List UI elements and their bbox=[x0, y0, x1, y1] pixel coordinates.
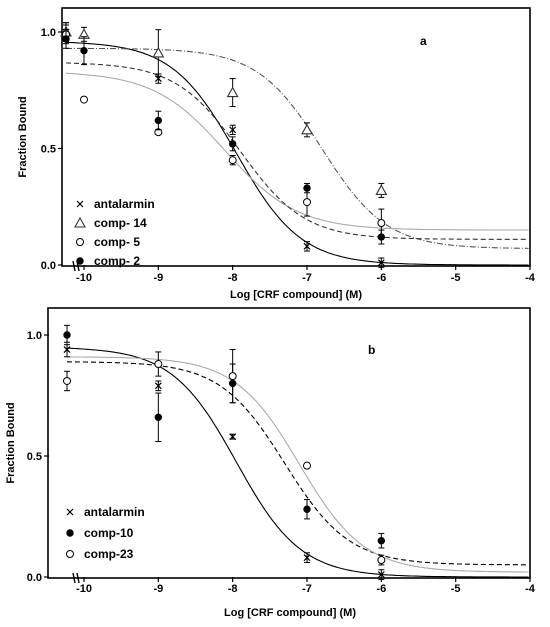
panel-b-legend-label-0: antalarmin bbox=[84, 505, 145, 519]
panel-a-legend-label-0: antalarmin bbox=[94, 197, 155, 211]
panel-b-legend-marker-1 bbox=[66, 529, 74, 537]
panel-b-xtick-label-3: -7 bbox=[302, 583, 312, 595]
panel-a-point-2-5 bbox=[377, 219, 386, 228]
panel-b-label: b bbox=[368, 343, 375, 357]
panel-a-point-1-3 bbox=[226, 86, 239, 98]
panel-a-point-3-2 bbox=[154, 116, 163, 125]
panel-b-ytick-label-0: 0.0 bbox=[27, 572, 42, 584]
panel-a-legend-marker-0 bbox=[76, 200, 84, 208]
panel-a-fit-2 bbox=[66, 72, 529, 231]
panel-b-legend-marker-2 bbox=[66, 550, 74, 558]
panel-b: b Log [CRF compound] (M) Fraction Bound … bbox=[5, 307, 536, 619]
panel-a-ytick-label-0: 0.0 bbox=[41, 260, 56, 272]
panel-a-ytick-label-1: 0.5 bbox=[41, 144, 56, 156]
panel-a-point-3-0 bbox=[62, 35, 70, 43]
panel-a-legend-label-2: comp- 5 bbox=[94, 235, 140, 249]
panel-a-legend-label-1: comp- 14 bbox=[94, 216, 147, 230]
panel-a-legend-marker-2 bbox=[76, 238, 84, 246]
panel-a-axis-break-1 bbox=[72, 260, 76, 272]
panel-b-axis-break-2 bbox=[76, 572, 80, 584]
panel-b-point-0-4 bbox=[377, 571, 385, 579]
panel-b-point-2-0 bbox=[63, 376, 71, 385]
panel-a-legend-label-3: comp- 2 bbox=[94, 254, 140, 268]
panel-a-fit-1 bbox=[66, 47, 529, 249]
panel-a-point-1-5 bbox=[375, 184, 388, 195]
panel-a-point-2-3 bbox=[228, 156, 237, 165]
panel-a-label: a bbox=[420, 34, 427, 48]
panel-a-legend-marker-3 bbox=[76, 257, 84, 265]
panel-b-axis-break-1 bbox=[72, 572, 76, 584]
panel-b-point-0-3 bbox=[303, 554, 311, 562]
panel-b-curves bbox=[66, 347, 529, 578]
panel-a-xtick-label-5: -5 bbox=[451, 272, 461, 284]
panel-a-point-3-5 bbox=[377, 233, 386, 241]
panel-a-point-2-4 bbox=[303, 198, 311, 207]
panel-b-fit-0 bbox=[66, 347, 529, 578]
panel-b-fit-2 bbox=[67, 356, 529, 573]
panel-a-point-0-4 bbox=[377, 259, 385, 267]
panel-b-frame bbox=[47, 307, 531, 579]
panel-a-curves bbox=[65, 41, 529, 266]
panel-b-legend-label-1: comp-10 bbox=[84, 526, 134, 540]
panel-b-ytick-label-2: 1.0 bbox=[27, 330, 42, 342]
panel-a-point-3-4 bbox=[303, 184, 311, 192]
panel-a-point-0-2 bbox=[229, 126, 237, 134]
panel-a-point-3-1 bbox=[80, 46, 88, 55]
panel-a-frame bbox=[61, 7, 531, 267]
panel-b-xtick-label-2: -8 bbox=[228, 583, 238, 595]
panel-a-points bbox=[60, 22, 388, 268]
panel-b-xtick-label-1: -9 bbox=[153, 583, 163, 595]
panel-b-points bbox=[63, 324, 386, 580]
panel-b-point-1-4 bbox=[377, 537, 386, 545]
panel-a-xlabel: Log [CRF compound] (M) bbox=[230, 289, 362, 301]
panel-b-xtick-label-0: -10 bbox=[76, 583, 92, 595]
panel-a-xtick-label-2: -8 bbox=[228, 272, 238, 284]
panel-a-point-0-3 bbox=[303, 242, 311, 250]
panel-b-xtick-label-6: -4 bbox=[525, 583, 536, 595]
panel-a-point-3-3 bbox=[228, 140, 237, 148]
panel-b-xtick-label-5: -5 bbox=[451, 583, 461, 595]
panel-b-point-1-0 bbox=[63, 331, 71, 339]
panel-a-xtick-label-3: -7 bbox=[302, 272, 312, 284]
panel-b-point-2-2 bbox=[228, 372, 237, 381]
panel-a-fit-0 bbox=[65, 41, 529, 266]
panel-b-point-0-2 bbox=[229, 433, 237, 441]
panel-a-ylabel: Fraction Bound bbox=[17, 96, 29, 177]
panel-a-xtick-label-4: -6 bbox=[376, 272, 386, 284]
panel-b-point-0-1 bbox=[154, 382, 162, 390]
panel-b-ytick-label-1: 0.5 bbox=[27, 451, 42, 463]
panel-b-point-1-3 bbox=[303, 505, 311, 513]
panel-a-ytick-label-2: 1.0 bbox=[41, 27, 56, 39]
panel-b-legend: antalarmin comp-10 comp-23 bbox=[66, 505, 145, 561]
panel-a-point-1-2 bbox=[152, 46, 165, 58]
panel-b-point-0-0 bbox=[63, 346, 71, 353]
panel-a-xtick-label-1: -9 bbox=[153, 272, 163, 284]
panel-b-xtick-label-4: -6 bbox=[376, 583, 386, 595]
panel-a-point-1-4 bbox=[301, 123, 313, 135]
panel-b-legend-label-2: comp-23 bbox=[84, 547, 134, 561]
panel-b-legend-marker-0 bbox=[66, 508, 74, 516]
panel-b-point-2-3 bbox=[303, 461, 311, 470]
panel-a-fit-3 bbox=[66, 62, 529, 240]
panel-a-xtick-label-0: -10 bbox=[76, 272, 92, 284]
panel-b-ticks: -10 -9 -8 -7 -6 -5 -4 0.0 0.5 1.0 bbox=[27, 330, 536, 595]
panel-a-legend: antalarmin comp- 14 comp- 5 comp- 2 bbox=[74, 197, 155, 268]
panel-a: a Log [CRF compound] (M) Fraction Bound … bbox=[17, 7, 536, 301]
panel-a-point-2-1 bbox=[80, 95, 88, 104]
panel-a-legend-marker-1 bbox=[74, 216, 86, 228]
panel-b-point-2-4 bbox=[377, 556, 386, 565]
panel-b-point-2-1 bbox=[154, 360, 163, 369]
panel-b-xlabel: Log [CRF compound] (M) bbox=[224, 607, 356, 619]
panel-a-ticks: -10 -9 -8 -7 -6 -5 -4 0.0 0.5 1.0 bbox=[41, 27, 536, 284]
panel-b-fit-1 bbox=[67, 361, 529, 566]
panel-b-point-1-1 bbox=[154, 413, 163, 421]
panel-b-ylabel: Fraction Bound bbox=[5, 402, 17, 483]
panel-a-xtick-label-6: -4 bbox=[525, 272, 536, 284]
